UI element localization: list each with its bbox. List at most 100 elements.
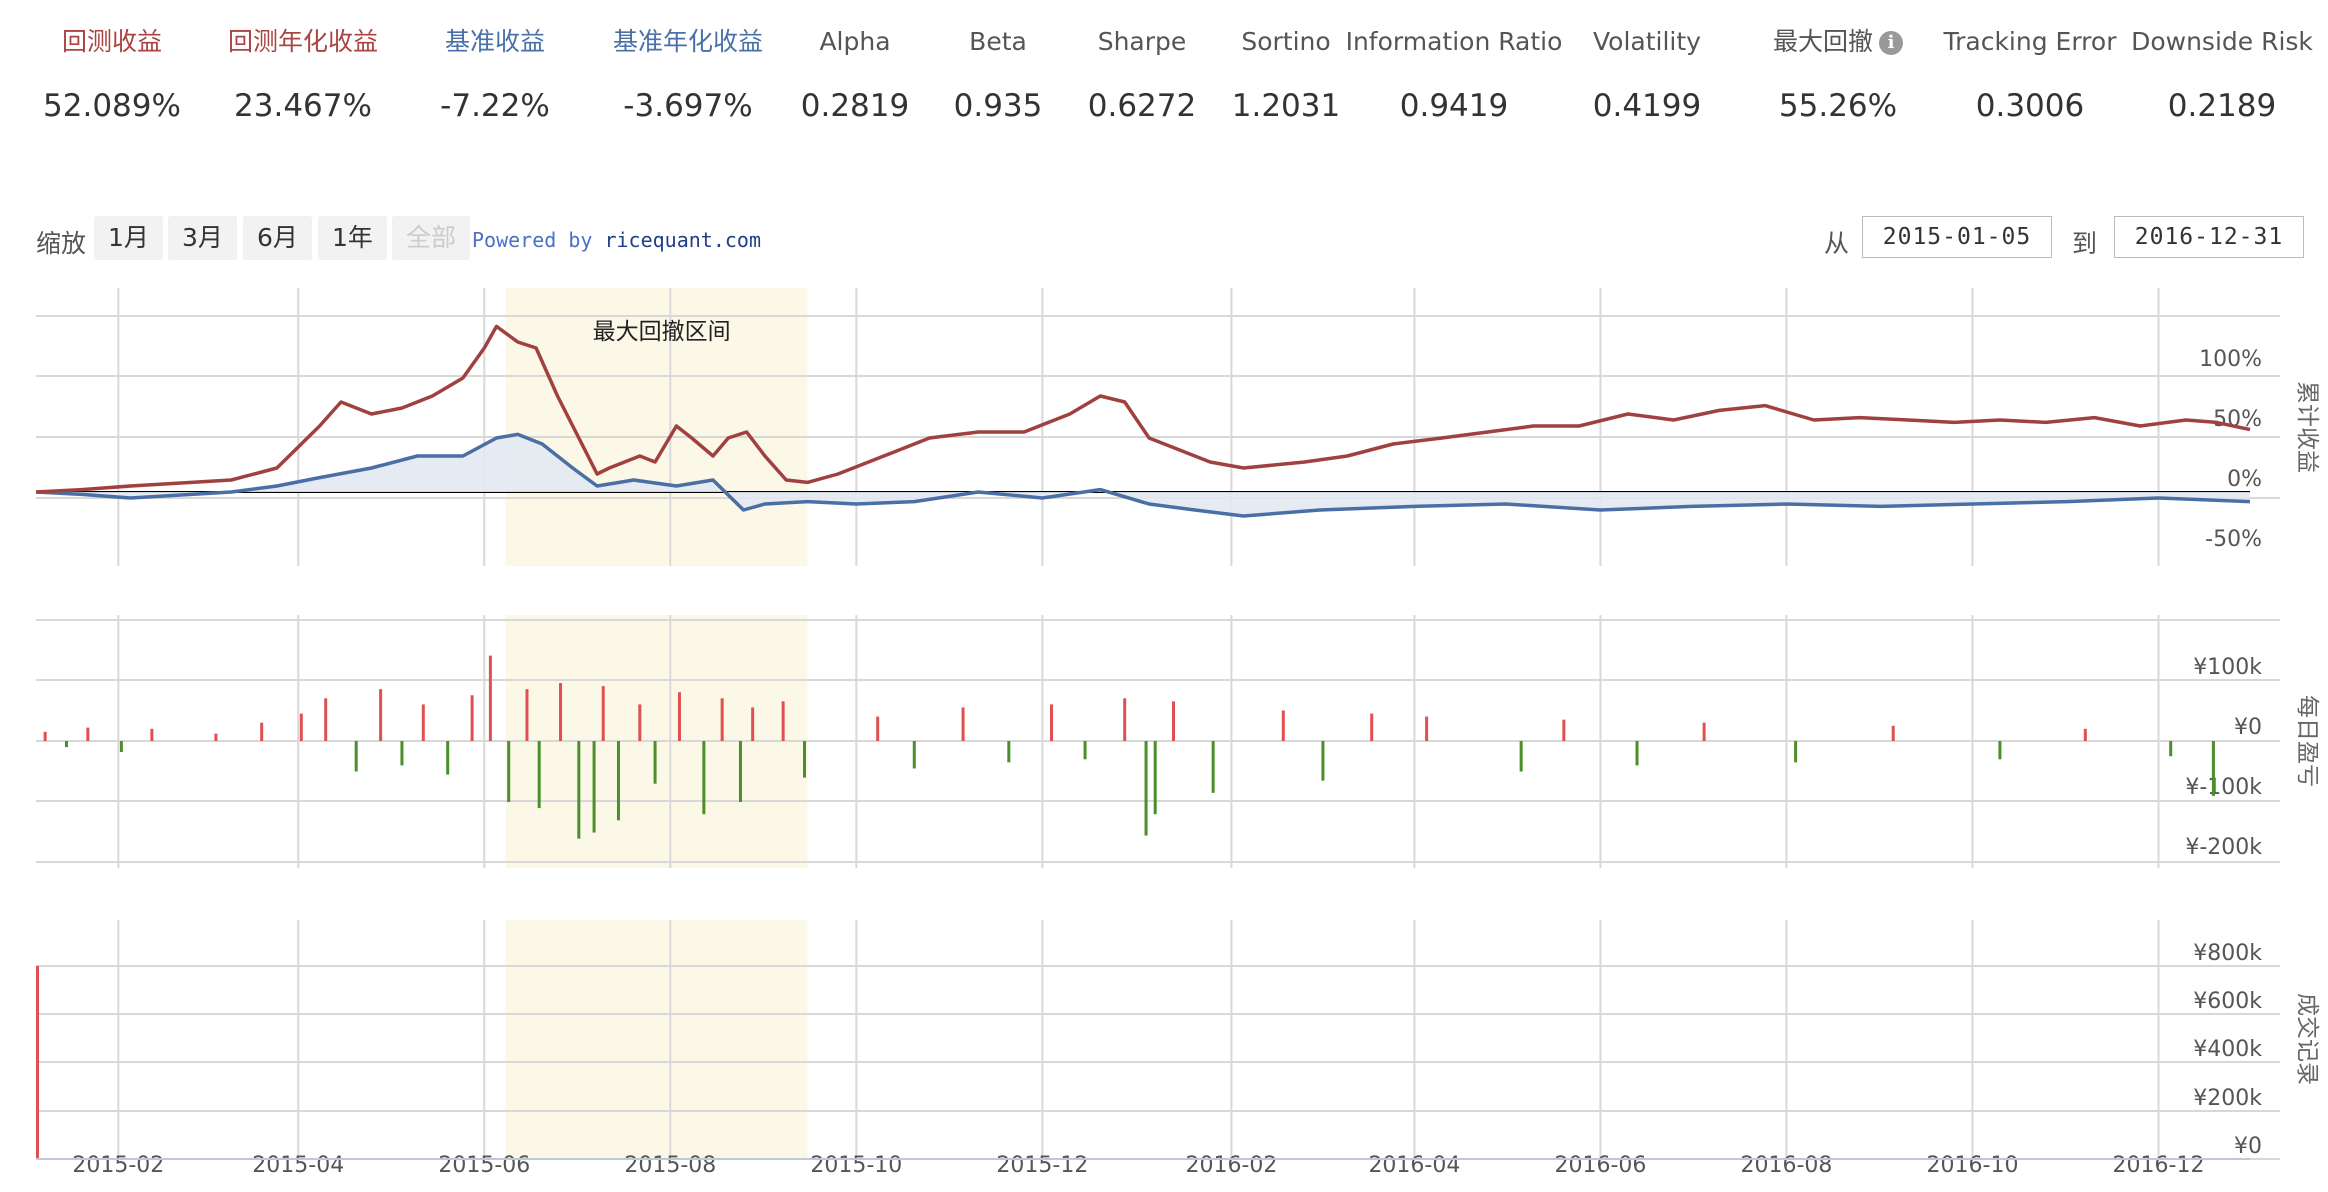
pnl-bar [577,741,581,839]
metric-label-text: 基准年化收益 [612,27,764,56]
metric-label-text: 基准收益 [444,27,546,56]
pnl-bar [1794,741,1798,763]
metric-label: Tracking Error [1944,22,2117,62]
pnl-bar [653,741,657,784]
metric-label: 回测收益 [43,22,181,62]
y-tick-label: -50% [2205,527,2262,552]
metric-label: Beta [954,22,1043,62]
metric-value: -3.697% [623,88,753,124]
y-tick-label: ¥600k [2193,989,2262,1014]
pnl-bar [616,741,620,821]
x-tick-label: 2015-06 [438,1153,530,1178]
pnl-bar [421,704,425,741]
trade-bar [36,966,39,1159]
metric-value: 55.26% [1778,88,1898,124]
metric-10: 最大回撤 i 55.26% [1772,22,1904,126]
metric-label-text: Sharpe [1097,27,1187,56]
metrics-bar: 回测收益 52.089% 回测年化收益 23.467% 基准收益 -7.22% 基准年化收益… [0,0,2328,140]
metric-value: -7.22% [440,88,550,124]
pnl-bar [488,655,492,741]
y-axis-title: 每日盈亏 [2294,695,2320,787]
pnl-bar [379,689,383,741]
backtest-chart[interactable]: 2015-02 2015-04 2015-06 2015-08 2015-10 2015-… [0,280,2328,1192]
x-tick-label: 2016-08 [1741,1153,1833,1178]
powered-prefix: Powered by [472,228,605,252]
y-tick-label: ¥200k [2193,1086,2262,1111]
y-tick-label: ¥800k [2193,941,2262,966]
pnl-bar [1144,741,1148,836]
pnl-bar [751,707,755,741]
metric-11: Tracking Error 0.3006 [1944,22,2117,126]
pnl-bar [400,741,404,766]
x-tick-label: 2015-08 [624,1153,716,1178]
metric-label-text: 最大回撤 [1772,27,1874,56]
pnl-bar [1083,741,1087,760]
benchmark-area [36,434,2250,516]
metric-12: Downside Risk 0.2189 [2131,22,2313,126]
metric-value: 23.467% [234,88,372,124]
metric-5: Beta 0.935 [954,22,1043,126]
chart-toolbar: 缩放 1月 3月 6月 1年 全部 Powered by ricequant.c… [0,214,2328,264]
from-label: 从 [1824,229,1850,258]
pnl-bar [354,741,358,772]
pnl-bar [150,728,154,741]
powered-by-text: Powered by ricequant.com [472,228,761,252]
pnl-bar [446,741,450,775]
metric-value: 1.2031 [1231,88,1341,124]
metric-9: Volatility 0.4199 [1593,22,1701,126]
pnl-bar [677,692,681,741]
strategy-return-line [35,324,2251,494]
metric-label-text: Downside Risk [2131,27,2313,56]
pnl-bar [507,741,511,802]
pnl-bar [2083,728,2087,741]
pnl-bar [1321,741,1325,781]
metric-3: 基准年化收益 -3.697% [613,22,763,126]
pnl-bar [43,731,47,741]
x-tick-label: 2015-04 [252,1153,344,1178]
pnl-bar [1370,713,1374,741]
metric-value: 0.6272 [1087,88,1197,124]
metric-label: 基准收益 [440,22,550,62]
metric-4: Alpha 0.2819 [801,22,909,126]
metric-value: 0.2189 [2167,88,2277,124]
powered-site-link[interactable]: ricequant.com [604,228,761,252]
info-icon[interactable]: i [1879,31,1904,55]
pnl-bar [802,741,806,778]
drawdown-band-returns [505,288,808,566]
metric-8: Information Ratio 0.9419 [1346,22,1563,126]
pnl-bar [781,701,785,741]
zoom-3m-button[interactable]: 3月 [168,216,237,260]
y-tick-label: ¥0 [2234,1134,2262,1159]
metric-label: Sortino [1232,22,1340,62]
pnl-bar [961,707,965,741]
from-date-input[interactable] [1862,216,2052,258]
pnl-bar [470,695,474,741]
to-date-input[interactable] [2114,216,2304,258]
pnl-bar [1281,710,1285,741]
pnl-bar [1007,741,1011,763]
pnl-bar [738,741,742,802]
pnl-bar [214,733,218,741]
metric-2: 基准收益 -7.22% [440,22,550,126]
pnl-bar [1891,725,1895,741]
y-tick-label: 0% [2227,467,2262,492]
pnl-bar [1519,741,1523,772]
pnl-bar [64,741,68,748]
zoom-1y-button[interactable]: 1年 [318,216,387,260]
x-tick-label: 2015-10 [810,1153,902,1178]
pnl-bar [702,741,706,815]
y-axis-title: 成交记录 [2294,993,2320,1085]
zoom-all-button[interactable]: 全部 [392,216,471,260]
x-tick-label: 2016-10 [1927,1153,2019,1178]
metric-1: 回测年化收益 23.467% [228,22,378,126]
zoom-6m-button[interactable]: 6月 [243,216,312,260]
metric-value: 0.4199 [1592,88,1702,124]
pnl-bar [537,741,541,809]
metric-label-text: Information Ratio [1345,27,1563,56]
zoom-1m-button[interactable]: 1月 [94,216,163,260]
metric-value: 0.9419 [1399,88,1509,124]
x-tick-label: 2015-12 [996,1153,1088,1178]
pnl-bar [592,741,596,833]
metric-0: 回测收益 52.089% [43,22,181,126]
metric-value: 0.3006 [1975,88,2085,124]
